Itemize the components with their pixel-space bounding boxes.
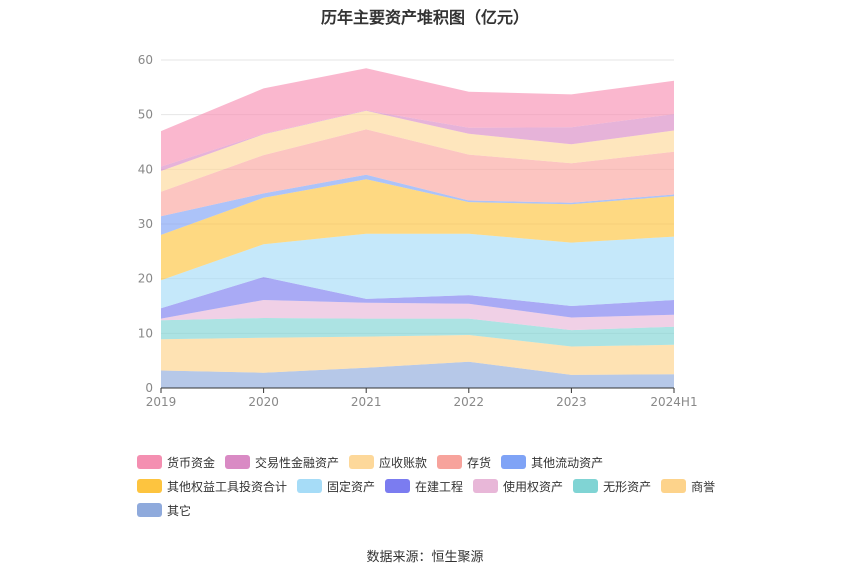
legend-label: 其他流动资产 — [531, 455, 604, 470]
legend-row: 货币资金 交易性金融资产 应收账款 存货 其他流动资产 — [137, 450, 777, 474]
area-layer — [161, 68, 674, 388]
legend-label: 其他权益工具投资合计 — [167, 479, 288, 494]
area-series-10 — [161, 110, 674, 171]
legend-item[interactable]: 使用权资产 — [473, 478, 563, 495]
y-tick-label: 60 — [138, 53, 153, 67]
legend-label: 无形资产 — [603, 479, 652, 494]
area-series-9 — [161, 110, 674, 192]
y-tick-label: 30 — [138, 217, 153, 231]
area-series-0 — [161, 361, 674, 388]
legend-item[interactable]: 固定资产 — [297, 478, 375, 495]
legend-label: 存货 — [467, 455, 492, 470]
y-tick-label: 40 — [138, 162, 153, 176]
legend-swatch — [385, 479, 411, 493]
legend-label: 应收账款 — [379, 455, 428, 470]
legend-swatch — [437, 455, 463, 469]
legend-item[interactable]: 存货 — [437, 454, 491, 471]
legend-item[interactable]: 在建工程 — [385, 478, 463, 495]
legend-swatch — [137, 503, 162, 517]
axis-layer: 0 10 20 30 40 50 60 2019 2020 2021 2022 2023 2024H1 — [138, 53, 698, 409]
legend-label: 使用权资产 — [503, 479, 564, 494]
legend-swatch — [473, 479, 499, 493]
legend-label: 其它 — [167, 503, 192, 518]
x-tick-label: 2023 — [556, 395, 587, 409]
legend-swatch — [137, 479, 162, 493]
area-series-3 — [161, 300, 674, 331]
legend-swatch — [501, 455, 527, 469]
legend-item[interactable]: 应收账款 — [349, 454, 427, 471]
legend-item[interactable]: 其他权益工具投资合计 — [137, 478, 287, 495]
chart-title: 历年主要资产堆积图（亿元） — [320, 8, 529, 27]
legend-label: 商誉 — [691, 479, 716, 494]
legend-swatch — [137, 455, 162, 469]
area-series-4 — [161, 277, 674, 319]
legend-label: 固定资产 — [327, 479, 376, 494]
y-tick-label: 50 — [138, 108, 153, 122]
legend-swatch — [297, 479, 323, 493]
legend-item[interactable]: 商誉 — [661, 478, 715, 495]
legend-label: 交易性金融资产 — [255, 455, 340, 470]
stacked-area-chart: 0 10 20 30 40 50 60 2019 2020 2021 2022 2023 2024H1 — [138, 53, 698, 409]
legend-item[interactable]: 交易性金融资产 — [225, 454, 339, 471]
x-tick-label: 2021 — [351, 395, 382, 409]
legend-row: 其它 — [137, 498, 777, 522]
legend-item[interactable]: 其它 — [137, 502, 191, 519]
legend-label: 货币资金 — [167, 455, 216, 470]
area-series-1 — [161, 335, 674, 375]
area-series-6 — [161, 179, 674, 281]
data-source-note: 数据来源：恒生聚源 — [366, 550, 484, 565]
legend-item[interactable]: 其他流动资产 — [501, 454, 603, 471]
x-tick-label: 2024H1 — [650, 395, 697, 409]
area-series-7 — [161, 174, 674, 235]
legend-row: 其他权益工具投资合计 固定资产 在建工程 使用权资产 无形资产 商誉 — [137, 474, 777, 498]
legend-swatch — [349, 455, 375, 469]
legend-swatch — [225, 455, 251, 469]
legend-label: 在建工程 — [415, 479, 464, 494]
area-series-5 — [161, 233, 674, 309]
y-tick-label: 0 — [145, 381, 153, 395]
area-series-8 — [161, 129, 674, 217]
x-tick-label: 2019 — [146, 395, 177, 409]
legend-item[interactable]: 货币资金 — [137, 454, 215, 471]
y-tick-label: 10 — [138, 326, 153, 340]
legend: 货币资金 交易性金融资产 应收账款 存货 其他流动资产其他权益工具投资合计 固定资产 在建工… — [137, 450, 777, 522]
legend-swatch — [573, 479, 599, 493]
x-tick-label: 2020 — [248, 395, 279, 409]
area-series-2 — [161, 318, 674, 347]
x-tick-label: 2022 — [454, 395, 485, 409]
legend-swatch — [661, 479, 687, 493]
legend-item[interactable]: 无形资产 — [573, 478, 651, 495]
y-tick-label: 20 — [138, 272, 153, 286]
area-series-11 — [161, 68, 674, 167]
